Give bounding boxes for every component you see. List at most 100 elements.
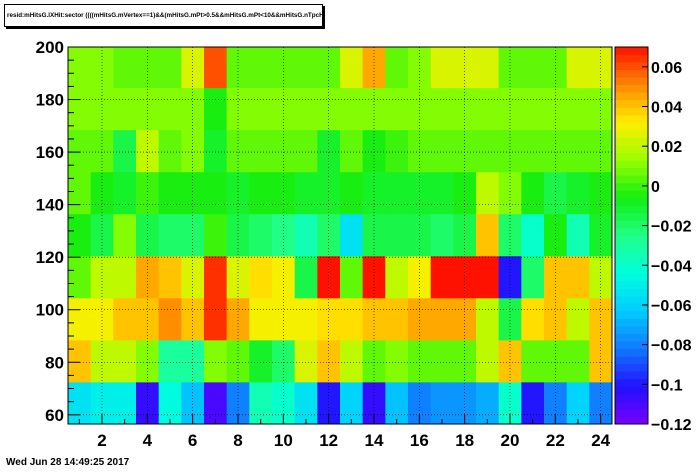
- palette-swatch: [615, 386, 648, 395]
- heatmap-cell: [453, 213, 477, 257]
- heatmap-cell: [181, 47, 205, 89]
- heatmap-cell: [566, 213, 590, 257]
- heatmap-cell: [181, 339, 205, 383]
- heatmap-cell: [453, 47, 477, 89]
- z-tick-label: −0.12: [651, 417, 692, 434]
- palette-swatch: [615, 265, 648, 274]
- heatmap-cell: [272, 213, 296, 257]
- heatmap-cell: [453, 129, 477, 173]
- heatmap-cell: [566, 47, 590, 89]
- heatmap-cell: [249, 255, 273, 299]
- heatmap-cell: [340, 47, 364, 89]
- heatmap-cell: [158, 213, 182, 257]
- heatmap-cell: [430, 339, 454, 383]
- x-tick-label: 18: [455, 431, 474, 450]
- heatmap-cell: [113, 171, 137, 215]
- heatmap-cell: [589, 255, 613, 299]
- palette-swatch: [615, 114, 648, 123]
- heatmap-cell: [476, 47, 500, 89]
- heatmap-cell: [249, 297, 273, 341]
- heatmap-cell: [340, 171, 364, 215]
- date-stamp: Wed Jun 28 14:49:25 2017: [6, 457, 130, 468]
- palette-swatch: [615, 341, 648, 349]
- heatmap-cell: [408, 171, 432, 215]
- heatmap-cell: [158, 47, 182, 89]
- heatmap-cell: [204, 381, 228, 425]
- heatmap-cell: [340, 381, 364, 425]
- palette-swatch: [615, 69, 648, 78]
- heatmap-cell: [136, 297, 160, 341]
- heatmap-cell: [566, 297, 590, 341]
- heatmap-cell: [408, 47, 432, 89]
- heatmap-cell: [158, 339, 182, 383]
- heatmap-cell: [181, 297, 205, 341]
- heatmap-cell: [521, 213, 545, 257]
- heatmap-cell: [181, 129, 205, 173]
- x-tick-label: 14: [365, 431, 384, 450]
- z-tick-label: 0: [651, 179, 660, 196]
- heatmap-cells: [68, 47, 613, 425]
- heatmap-cell: [498, 129, 522, 173]
- y-tick-label: 160: [36, 143, 64, 162]
- x-tick-label: 20: [501, 431, 520, 450]
- heatmap-cell: [317, 87, 341, 131]
- heatmap-cell: [68, 129, 92, 173]
- palette-swatch: [615, 401, 648, 410]
- heatmap-cell: [136, 129, 160, 173]
- palette-swatch: [615, 371, 648, 380]
- heatmap-cell: [249, 213, 273, 257]
- heatmap-cell: [544, 381, 568, 425]
- heatmap-cell: [566, 255, 590, 299]
- heatmap-cell: [362, 213, 386, 257]
- palette-swatch: [615, 363, 648, 372]
- heatmap-cell: [136, 255, 160, 299]
- heatmap-cell: [430, 297, 454, 341]
- x-tick-label: 4: [143, 431, 153, 450]
- x-tick-label: 2: [97, 431, 106, 450]
- heatmap-cell: [158, 87, 182, 131]
- heatmap-cell: [521, 171, 545, 215]
- heatmap-cell: [340, 87, 364, 131]
- z-tick-label: −0.04: [651, 258, 692, 275]
- heatmap-cell: [204, 297, 228, 341]
- heatmap-cell: [272, 255, 296, 299]
- color-scale-axis: 0.06 0.04 0.02 0 −0.02 −0.04 −0.06 −0.08 −0.1 −0.…: [642, 60, 692, 434]
- heatmap-cell: [453, 381, 477, 425]
- palette-swatch: [615, 205, 648, 214]
- heatmap-cell: [430, 129, 454, 173]
- palette-swatch: [615, 288, 648, 297]
- x-tick-label: 10: [274, 431, 293, 450]
- palette-swatch: [615, 235, 648, 244]
- heatmap-cell: [158, 381, 182, 425]
- heatmap-cell: [385, 171, 409, 215]
- heatmap-cell: [385, 255, 409, 299]
- heatmap-cell: [453, 171, 477, 215]
- heatmap-cell: [317, 213, 341, 257]
- heatmap-cell: [90, 339, 114, 383]
- heatmap-cell: [204, 339, 228, 383]
- heatmap-cell: [340, 255, 364, 299]
- heatmap-cell: [453, 87, 477, 131]
- heatmap-cell: [408, 297, 432, 341]
- heatmap-cell: [317, 129, 341, 173]
- palette-swatch: [615, 220, 648, 229]
- z-tick-label: −0.08: [651, 338, 692, 355]
- heatmap-cell: [68, 297, 92, 341]
- palette-swatch: [615, 99, 648, 108]
- heatmap-cell: [476, 381, 500, 425]
- heatmap-cell: [226, 87, 250, 131]
- heatmap-cell: [544, 47, 568, 89]
- heatmap-cell: [521, 129, 545, 173]
- heatmap-cell: [408, 129, 432, 173]
- heatmap-cell: [294, 381, 318, 425]
- palette-swatch: [615, 152, 648, 161]
- heatmap-cell: [521, 87, 545, 131]
- heatmap-cell: [430, 213, 454, 257]
- palette-swatch: [615, 378, 648, 387]
- heatmap-cell: [408, 381, 432, 425]
- heatmap-cell: [226, 213, 250, 257]
- heatmap-cell: [272, 87, 296, 131]
- z-tick-label: 0.02: [651, 139, 682, 156]
- palette-swatch: [615, 137, 648, 146]
